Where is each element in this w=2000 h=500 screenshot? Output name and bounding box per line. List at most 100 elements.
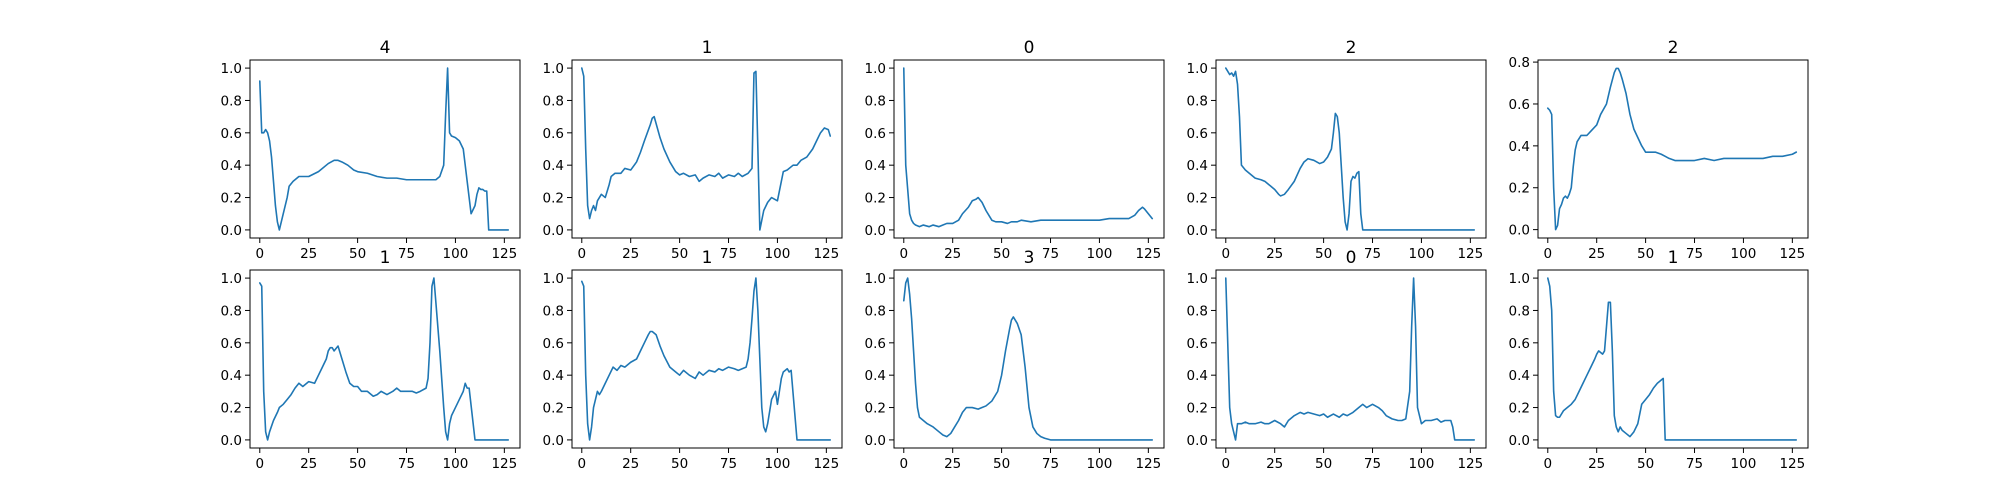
y-tick-label: 0.0 [865,433,886,449]
x-tick-label: 25 [1588,456,1605,472]
series-line [258,67,510,231]
x-tick-label: 50 [1637,246,1654,262]
x-tick-label: 50 [671,246,688,262]
x-tick-label: 25 [622,246,639,262]
subplot-7: 1 0 25 50 75 100 125 0.0 0.2 0.4 0.6 0.8 1.0 [543,248,843,472]
x-tick-label: 25 [300,246,317,262]
y-tick-label: 0.0 [1509,223,1530,239]
x-tick-label: 0 [899,456,908,472]
series-line [258,277,510,441]
y-tick-label: 0.0 [1187,223,1208,239]
subplot-title: 1 [702,248,713,268]
series-line [580,67,832,231]
axes-frame [571,269,843,449]
subplot-9: 0 0 25 50 75 100 125 0.0 0.2 0.4 0.6 0.8 1.0 [1187,248,1487,472]
x-tick-label: 100 [1087,456,1113,472]
x-tick-label: 100 [765,246,791,262]
y-tick-label: 0.2 [543,401,564,417]
subplot-title: 2 [1346,38,1357,58]
subplot-5: 2 0 25 50 75 100 125 0.0 0.2 0.4 0.6 0.8 [1509,38,1809,262]
y-tick-label: 0.8 [221,303,242,319]
x-tick-label: 75 [1364,456,1381,472]
series-line [1224,67,1476,231]
subplot-6: 1 0 25 50 75 100 125 0.0 0.2 0.4 0.6 0.8 1.0 [221,248,521,472]
y-tick-label: 1.0 [543,61,564,77]
series-line [902,277,1154,441]
y-tick-label: 0.8 [1187,93,1208,109]
y-tick-label: 0.6 [221,126,242,142]
x-tick-label: 75 [398,246,415,262]
x-tick-label: 50 [349,456,366,472]
x-tick-label: 100 [1087,246,1113,262]
x-tick-label: 100 [765,456,791,472]
y-tick-label: 0.0 [1187,433,1208,449]
subplot-10: 1 0 25 50 75 100 125 0.0 0.2 0.4 0.6 0.8 1.0 [1509,248,1809,472]
y-tick-label: 0.0 [221,223,242,239]
y-tick-label: 0.2 [865,191,886,207]
axes-frame [893,59,1165,239]
x-tick-label: 0 [899,246,908,262]
y-tick-label: 0.8 [1509,303,1530,319]
x-tick-label: 75 [1042,456,1059,472]
x-tick-label: 75 [1042,246,1059,262]
x-tick-label: 0 [577,246,586,262]
x-tick-label: 50 [993,246,1010,262]
x-tick-label: 0 [1221,456,1230,472]
axes-frame [1537,59,1809,239]
y-tick-label: 0.6 [543,336,564,352]
y-tick-label: 0.6 [865,336,886,352]
x-tick-label: 125 [813,456,839,472]
x-tick-label: 25 [1266,456,1283,472]
y-tick-label: 0.2 [543,191,564,207]
x-tick-label: 0 [255,246,264,262]
x-tick-label: 50 [349,246,366,262]
y-tick-label: 1.0 [865,271,886,287]
y-tick-label: 0.2 [865,401,886,417]
subplot-title: 0 [1024,38,1035,58]
y-tick-label: 1.0 [1509,271,1530,287]
y-tick-label: 1.0 [543,271,564,287]
x-tick-label: 125 [491,246,517,262]
y-tick-label: 0.4 [1187,158,1208,174]
axes-frame [893,269,1165,449]
x-tick-label: 100 [1731,456,1757,472]
y-tick-label: 0.8 [543,303,564,319]
x-tick-label: 125 [1135,246,1161,262]
y-tick-label: 0.0 [543,433,564,449]
x-tick-label: 0 [1221,246,1230,262]
series-line [1224,277,1476,441]
x-tick-label: 50 [1637,456,1654,472]
x-tick-label: 75 [1686,456,1703,472]
subplot-8: 3 0 25 50 75 100 125 0.0 0.2 0.4 0.6 0.8 1.0 [865,248,1165,472]
y-tick-label: 0.2 [1187,401,1208,417]
x-tick-label: 50 [1315,456,1332,472]
y-tick-label: 0.2 [221,401,242,417]
subplot-1: 4 0 25 50 75 100 125 0.0 0.2 0.4 0.6 0.8 1.0 [221,38,521,262]
x-tick-label: 75 [1364,246,1381,262]
series-line [580,277,832,441]
x-tick-label: 25 [1266,246,1283,262]
subplot-title: 2 [1668,38,1679,58]
x-tick-label: 125 [813,246,839,262]
subplot-3: 0 0 25 50 75 100 125 0.0 0.2 0.4 0.6 0.8 1.0 [865,38,1165,262]
y-tick-label: 0.0 [1509,433,1530,449]
x-tick-label: 75 [720,456,737,472]
series-line [1546,277,1798,441]
x-tick-label: 50 [671,456,688,472]
axes-frame [1537,269,1809,449]
x-tick-label: 25 [944,246,961,262]
x-tick-label: 100 [443,246,469,262]
x-tick-label: 75 [398,456,415,472]
y-tick-label: 0.6 [221,336,242,352]
y-tick-label: 0.8 [865,303,886,319]
y-tick-label: 1.0 [1187,271,1208,287]
axes-frame [571,59,843,239]
y-tick-label: 0.4 [1509,368,1530,384]
y-tick-label: 0.0 [221,433,242,449]
y-tick-label: 0.2 [1509,401,1530,417]
subplot-title: 3 [1024,248,1035,268]
x-tick-label: 125 [1779,456,1805,472]
y-tick-label: 0.4 [221,368,242,384]
